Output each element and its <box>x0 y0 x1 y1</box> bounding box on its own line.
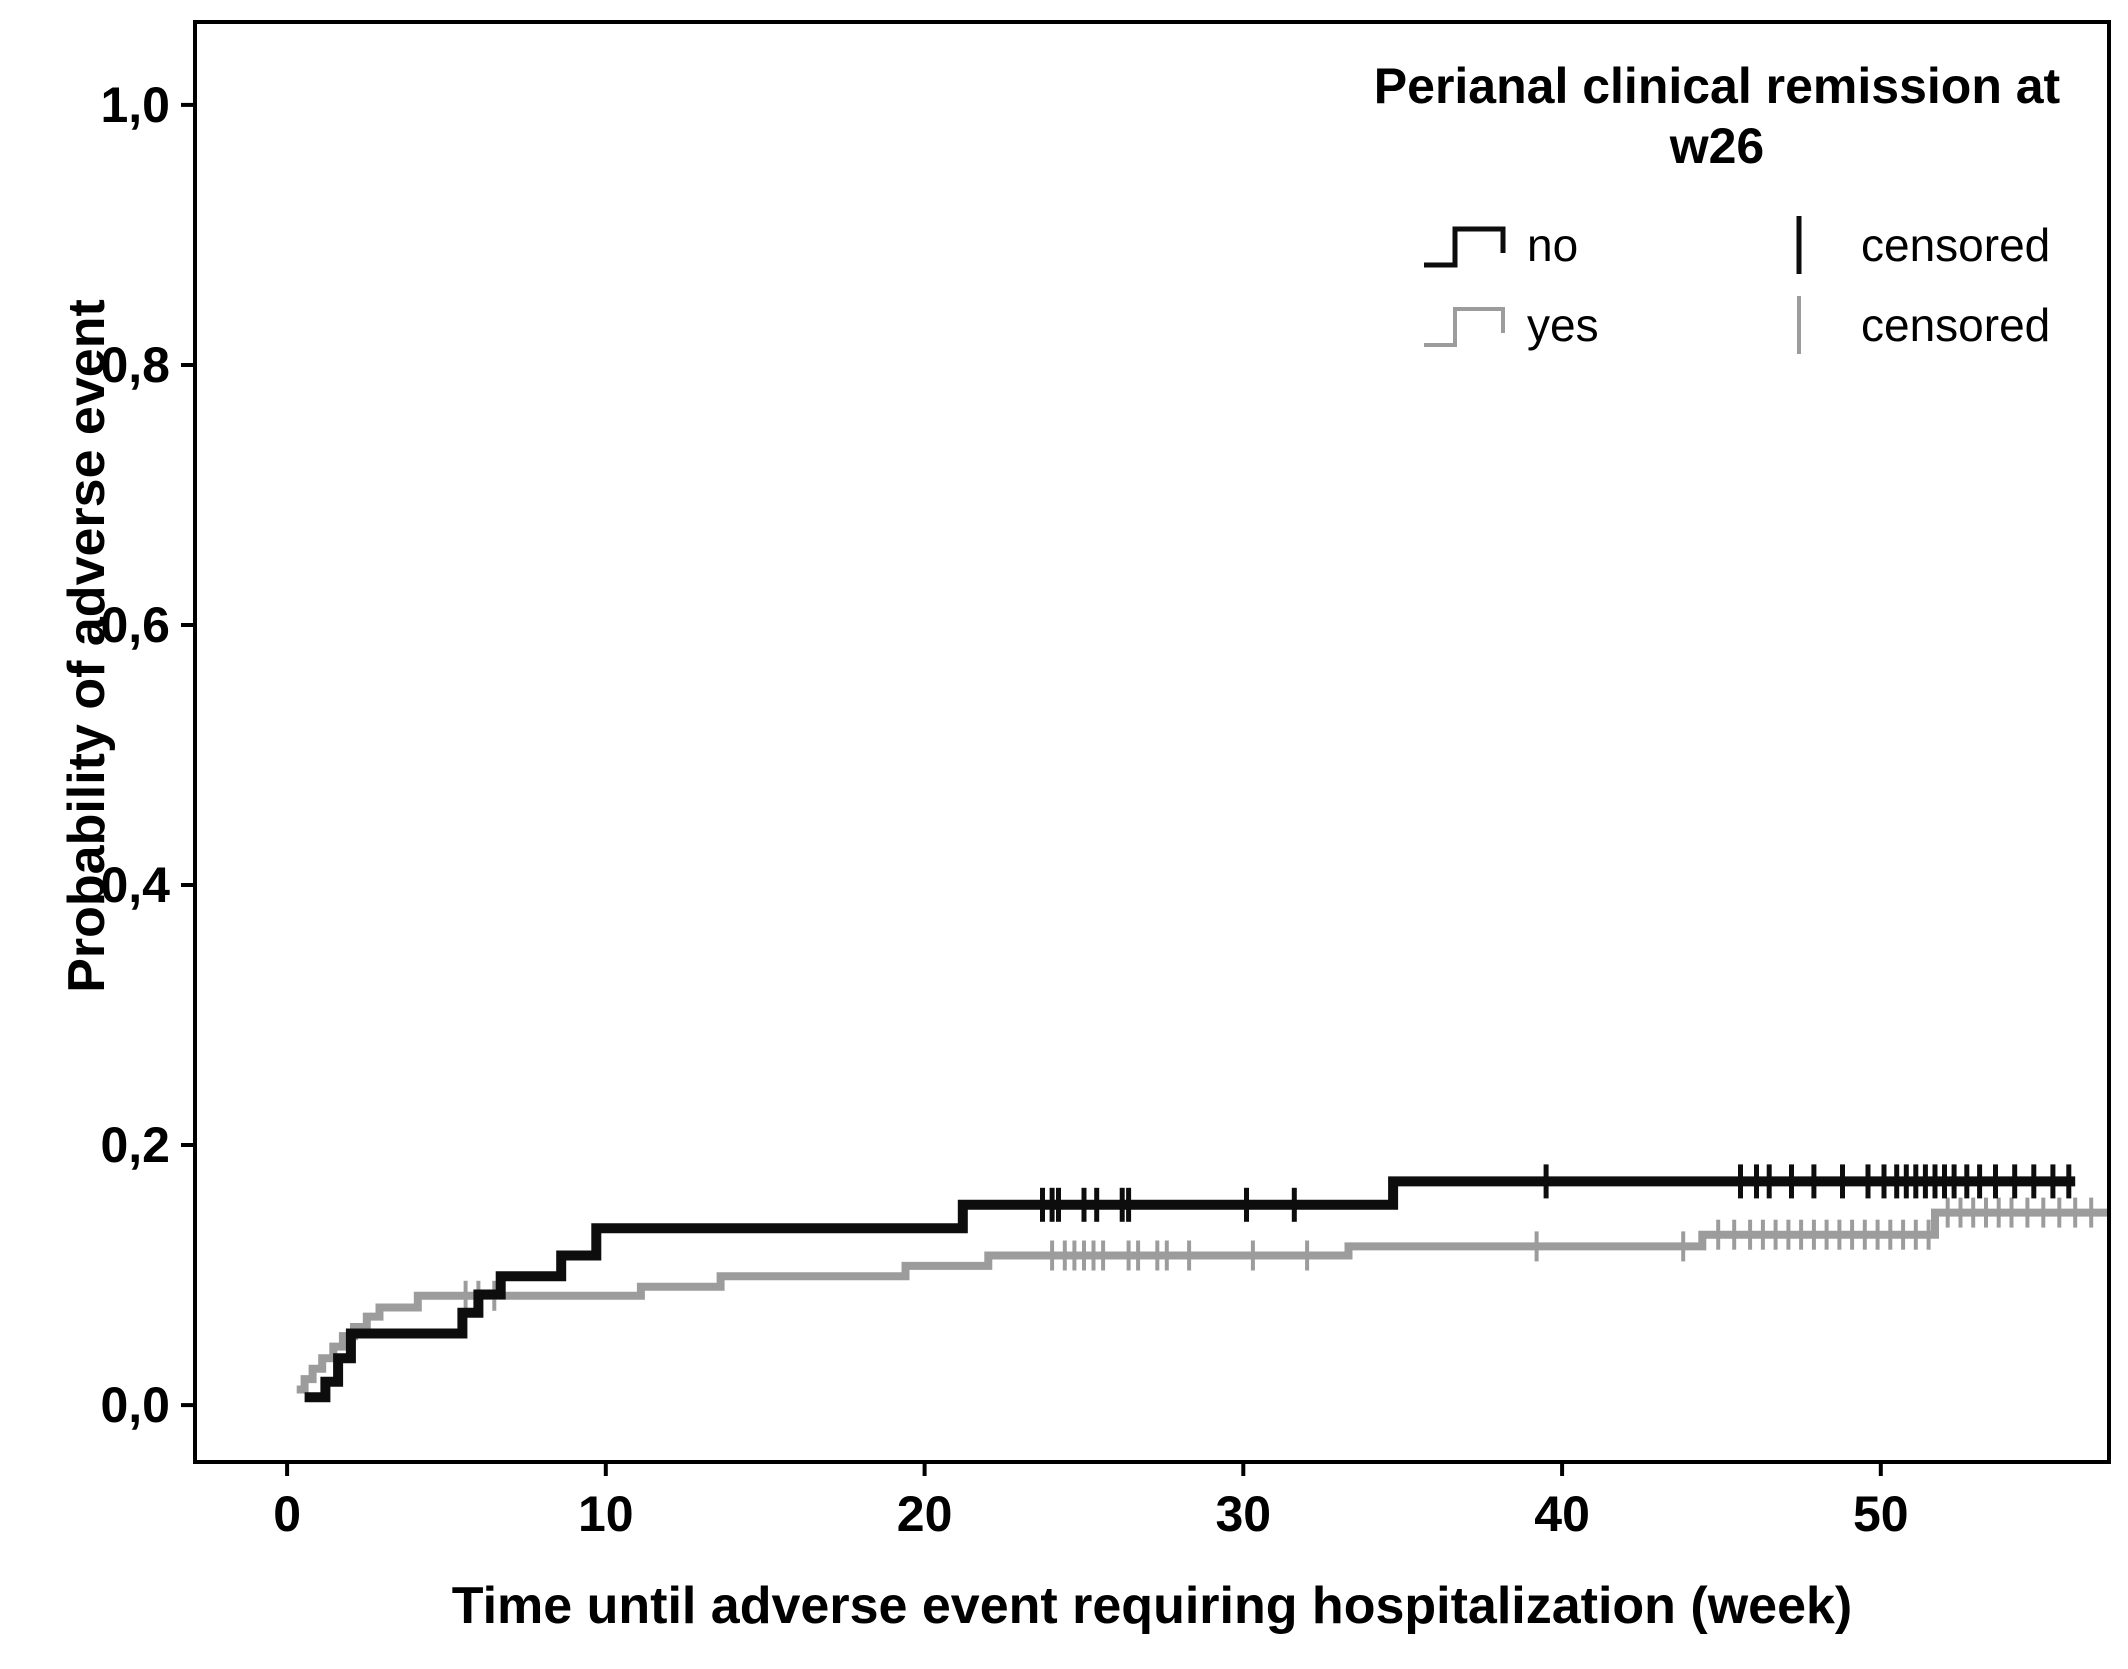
x-tick-label: 0 <box>273 1486 301 1542</box>
y-tick-label: 0,6 <box>100 597 170 653</box>
legend-rows: no censored yes censored <box>1305 206 2128 364</box>
step-line-no-icon <box>1424 226 1506 268</box>
x-tick-label: 30 <box>1215 1486 1271 1542</box>
km-curve-no <box>304 1176 2076 1403</box>
censored-tick-yes-icon <box>1797 296 1801 354</box>
step-line-yes-icon <box>1424 307 1505 347</box>
y-tick-label: 0,8 <box>100 337 170 393</box>
legend-row-yes: yes censored <box>1305 286 2128 364</box>
y-axis-title: Probability of adverse event <box>58 299 116 993</box>
legend-title-line-1: Perianal clinical remission at <box>1373 58 2061 114</box>
y-tick-label: 0,2 <box>100 1117 170 1173</box>
x-tick-label: 20 <box>897 1486 953 1542</box>
y-tick-label: 0,4 <box>100 857 170 913</box>
plot-frame <box>193 20 2111 1464</box>
x-tick-label: 50 <box>1853 1486 1909 1542</box>
legend-censored-label-no: censored <box>1861 219 2051 271</box>
legend-censored-label-yes: censored <box>1861 299 2051 351</box>
legend-label-yes: yes <box>1527 299 1599 351</box>
x-tick-label: 10 <box>578 1486 634 1542</box>
legend-row-no: no censored <box>1305 206 2128 284</box>
legend-label-no: no <box>1527 219 1579 271</box>
legend-title-line-2: w26 <box>1669 118 1765 174</box>
y-tick-label: 0,0 <box>100 1377 170 1433</box>
x-tick-label: 40 <box>1534 1486 1590 1542</box>
legend: Perianal clinical remission at w26 no ce… <box>1305 48 2128 364</box>
km-curve-yes <box>296 1208 2109 1394</box>
censored-tick-no-icon <box>1796 216 1802 274</box>
legend-title: Perianal clinical remission at w26 <box>1305 48 2128 176</box>
y-tick-label: 1,0 <box>100 77 170 133</box>
x-axis-title: Time until adverse event requiring hospi… <box>451 1577 1853 1635</box>
